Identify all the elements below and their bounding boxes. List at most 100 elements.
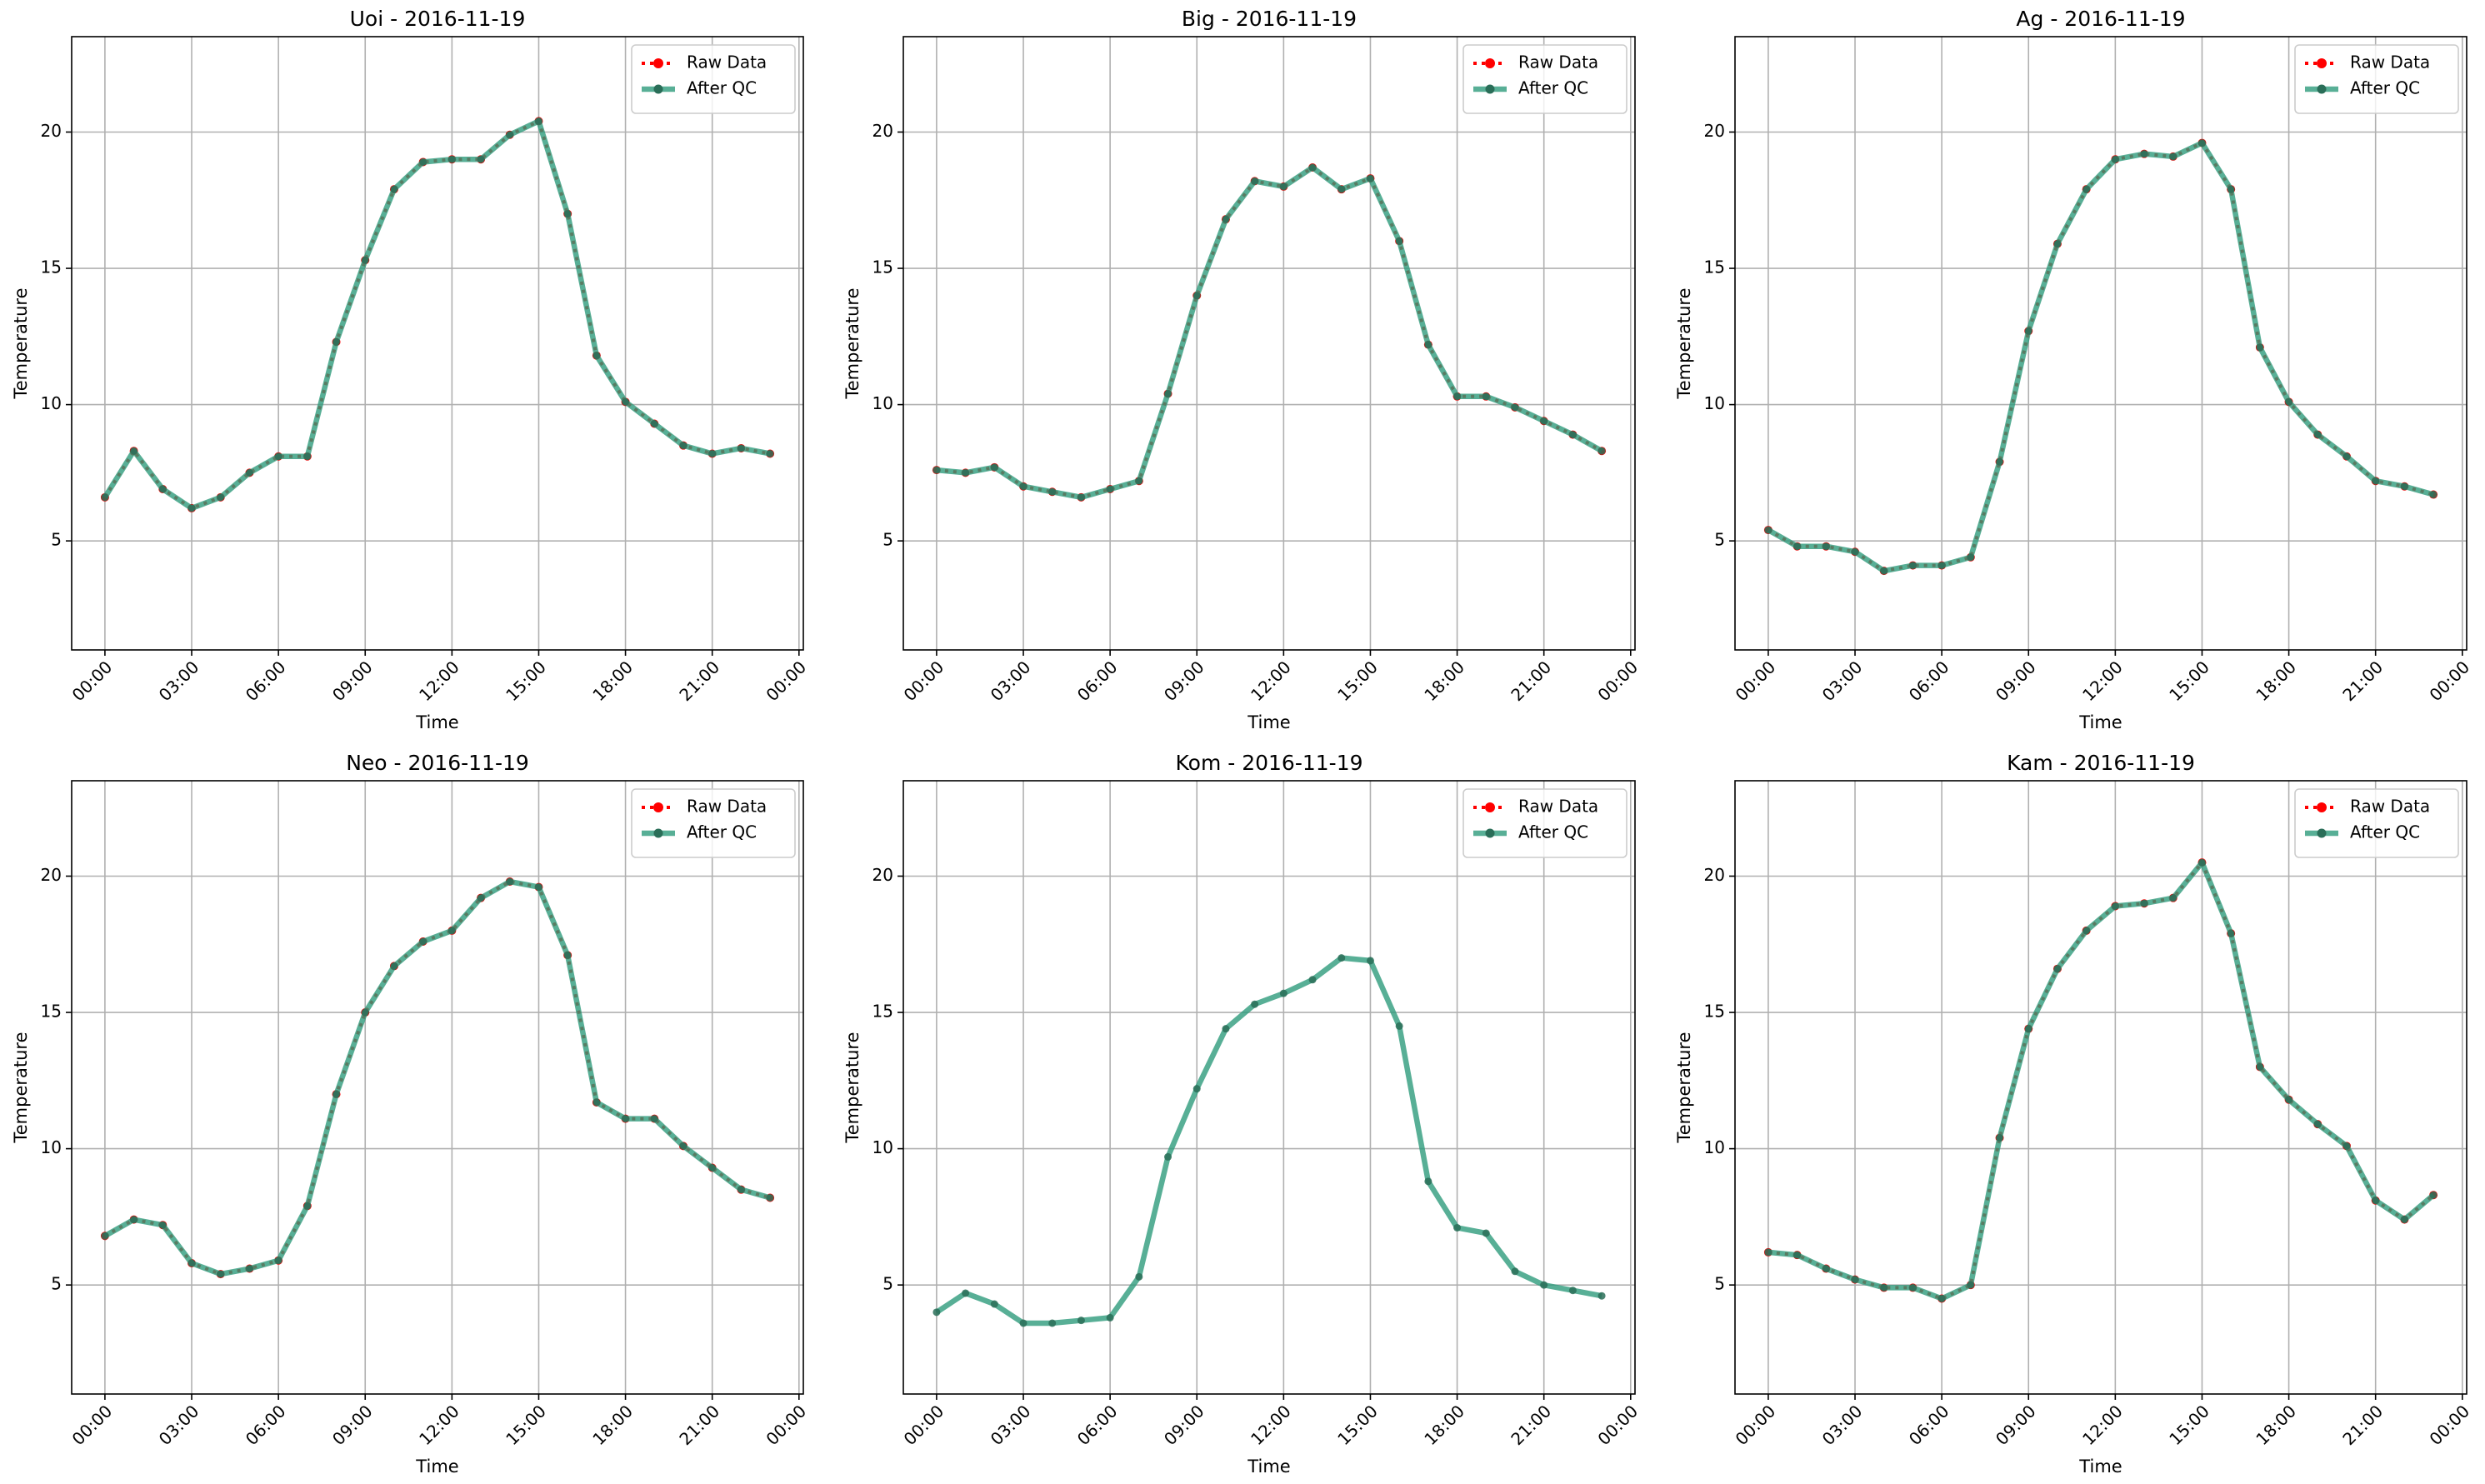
subplot-title: Kom - 2016-11-19 [1176,751,1363,775]
legend-marker [1485,802,1495,812]
data-point [622,397,630,406]
data-point [1482,1229,1490,1237]
data-point [962,468,970,477]
data-point [650,1115,658,1123]
plot-frame [1734,36,2468,651]
data-point [130,1216,138,1224]
x-tick-label: 18:00 [588,657,637,705]
data-point [622,1115,630,1123]
data-point [2429,1191,2438,1199]
legend: Raw Data After QC [631,44,796,114]
y-axis-label: Temperature [842,287,862,399]
x-tick-label: 03:00 [155,657,203,705]
legend: Raw Data After QC [1462,44,1628,114]
plot-area [72,781,803,1394]
data-point [1540,417,1548,425]
data-point [2169,152,2178,161]
data-point [1077,1317,1085,1325]
x-tick-label: 09:00 [1160,657,1208,705]
data-point [1106,485,1114,493]
legend-marker [653,84,663,94]
data-point [1222,215,1230,223]
y-tick-label: 10 [872,393,893,413]
data-point [766,1193,774,1202]
legend-label: After QC [687,822,757,842]
data-point [1967,553,1975,562]
data-point [990,463,998,472]
data-point [1048,487,1057,496]
x-tick-label: 03:00 [1818,1401,1867,1449]
data-point [563,951,572,959]
legend-label: After QC [2350,822,2420,842]
x-tick-label: 12:00 [1247,1401,1295,1449]
data-point [1279,182,1288,191]
data-point [2256,1062,2264,1071]
data-point [1598,447,1606,455]
y-tick-label: 15 [1704,1002,1725,1022]
data-point [1308,976,1317,984]
y-tick-label: 20 [872,865,893,885]
data-point [1251,177,1259,185]
x-tick-label: 06:00 [1905,1401,1953,1449]
x-axis-label: Time [1247,712,1290,732]
data-point [101,493,109,502]
y-tick-label: 20 [1704,121,1725,141]
subplot: 00:00 03:00 06:00 09:00 12:00 15:00 18:00 21:00… [11,7,810,732]
subplot: 00:00 03:00 06:00 09:00 12:00 15:00 18:00 21:00… [1674,7,2473,732]
data-point [1764,1248,1772,1257]
x-tick-label: 06:00 [1073,1401,1122,1449]
plot-area [903,37,1635,650]
plot-frame [71,780,804,1395]
y-axis-label: Temperature [842,1032,862,1143]
data-point [1568,1287,1577,1295]
data-point [1279,989,1288,997]
series-line [936,164,1603,501]
data-point [990,1300,998,1308]
data-point [477,894,485,902]
data-point [1192,292,1201,300]
data-point [303,452,312,461]
data-point [303,1202,312,1210]
data-point [1251,1000,1259,1008]
data-point [1822,1265,1830,1273]
data-point [2111,155,2119,163]
legend-label: Raw Data [2350,797,2430,817]
x-axis-label: Time [1247,1457,1290,1477]
y-tick-label: 10 [1704,1137,1725,1157]
data-point [1453,1223,1462,1232]
data-point [2198,139,2206,147]
x-tick-label: 21:00 [1507,1401,1555,1449]
data-point [1967,1281,1975,1289]
data-point [708,449,717,457]
y-axis-label: Temperature [11,1032,31,1143]
x-tick-label: 15:00 [1333,1401,1382,1449]
data-point [563,210,572,218]
data-point [2285,1096,2293,1104]
data-point [448,927,456,935]
data-point [1851,1276,1859,1284]
data-point [101,1232,109,1240]
x-tick-label: 12:00 [1247,657,1295,705]
data-point [1880,567,1888,575]
y-tick-label: 15 [872,257,893,277]
data-point [708,1163,717,1172]
y-axis-label: Temperature [1674,1032,1694,1143]
data-point [1851,547,1859,556]
data-point [1164,390,1172,398]
data-point [130,447,138,455]
data-point [2227,929,2235,937]
legend-marker [653,802,663,812]
x-axis-label: Time [2078,1457,2122,1477]
data-point [2082,185,2091,193]
data-point [2198,858,2206,867]
data-point [737,444,745,452]
data-point [2400,1216,2408,1224]
x-tick-label: 12:00 [2078,657,2127,705]
data-point [1395,1022,1403,1030]
legend-label: Raw Data [1518,797,1598,817]
subplot-title: Neo - 2016-11-19 [346,751,529,775]
data-point [158,1221,167,1229]
data-point [1395,237,1403,245]
x-axis-label: Time [415,1457,458,1477]
x-tick-label: 09:00 [328,1401,377,1449]
